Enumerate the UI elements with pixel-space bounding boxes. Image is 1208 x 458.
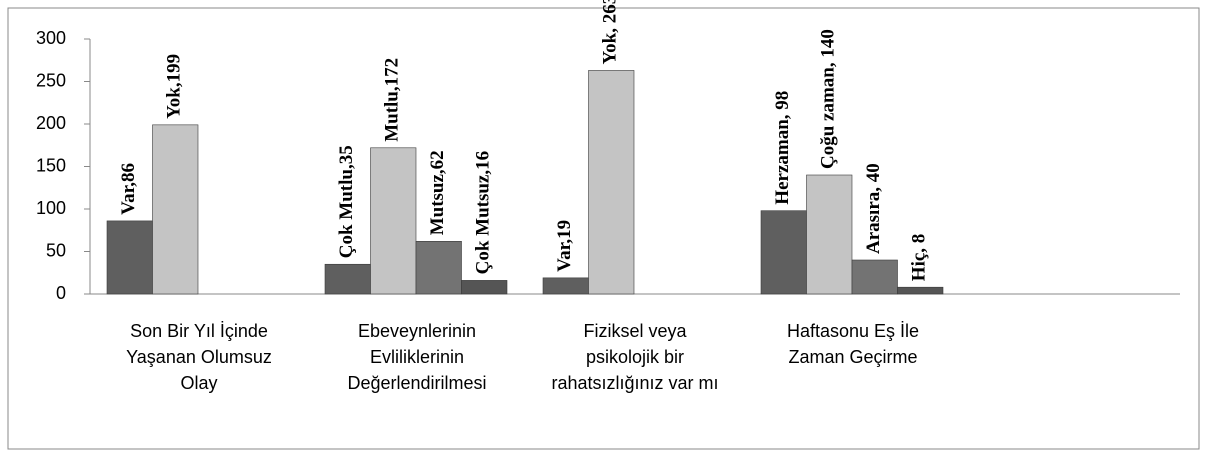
bar — [106, 220, 153, 295]
bar — [897, 286, 944, 295]
data-label: Yok, 263 — [600, 0, 621, 64]
y-tick-label: 0 — [56, 283, 66, 303]
data-label: Herzaman, 98 — [772, 91, 793, 205]
y-tick-label: 250 — [36, 70, 66, 90]
data-label: Çok Mutlu,35 — [336, 145, 357, 258]
bar — [760, 210, 807, 295]
x-tick-label: Son Bir Yıl İçinde Yaşanan Olumsuz Olay — [126, 321, 272, 393]
chart-border — [7, 7, 1200, 450]
data-label: Mutsuz,62 — [427, 150, 448, 235]
data-label: Çoğu zaman, 140 — [818, 29, 839, 169]
x-tick-label: Ebeveynlerinin Evliliklerinin Değerlendi… — [347, 321, 487, 393]
x-tick-label: Haftasonu Eş İle Zaman Geçirme — [786, 321, 920, 367]
bar — [588, 70, 635, 295]
data-label: Arasıra, 40 — [863, 163, 884, 254]
data-label: Var,86 — [118, 163, 139, 215]
y-tick-label: 300 — [36, 28, 66, 48]
bar — [324, 263, 371, 295]
data-label: Mutlu,172 — [382, 58, 403, 142]
data-label: Yok,199 — [164, 54, 185, 119]
bar — [415, 241, 462, 295]
y-tick-label: 150 — [36, 155, 66, 175]
data-label: Çok Mutsuz,16 — [473, 151, 494, 275]
bar — [461, 280, 508, 295]
bar — [806, 174, 853, 295]
bar — [851, 259, 898, 295]
bar — [152, 124, 199, 295]
data-label: Var,19 — [554, 220, 575, 272]
y-tick-label: 50 — [46, 240, 66, 260]
x-tick-label: Fiziksel veya psikolojik bir rahatsızlığ… — [551, 321, 719, 393]
bar — [370, 147, 417, 295]
data-label: Hiç, 8 — [909, 234, 930, 282]
y-tick-label: 100 — [36, 198, 66, 218]
bar — [542, 277, 589, 295]
y-tick-label: 200 — [36, 113, 66, 133]
